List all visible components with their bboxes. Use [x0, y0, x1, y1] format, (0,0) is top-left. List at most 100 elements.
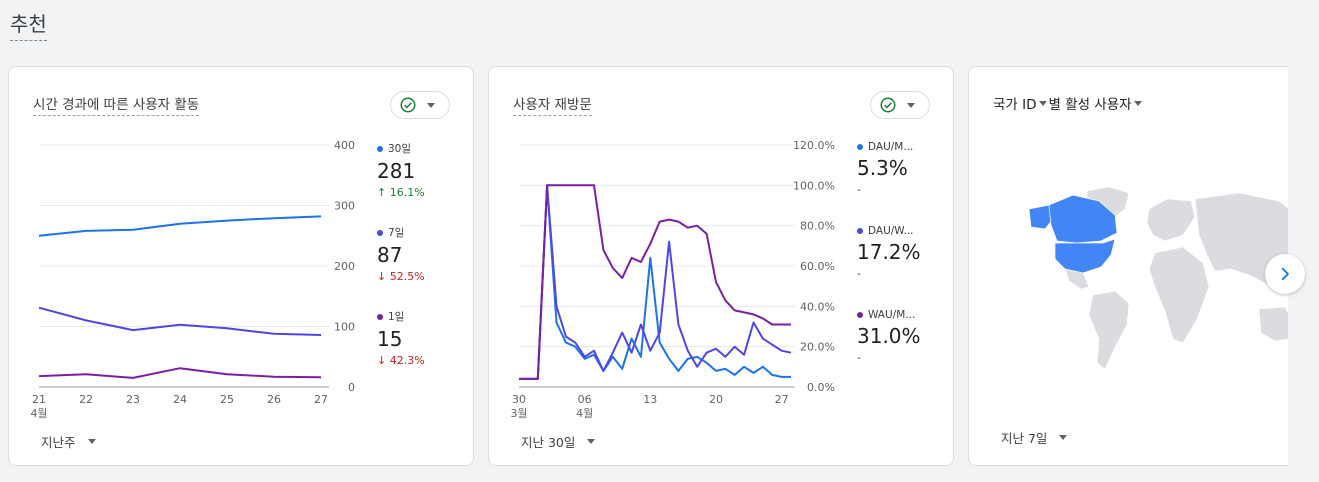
world-map[interactable] — [969, 179, 1288, 379]
y-tick-label: 0.0% — [807, 381, 835, 394]
active-users-by-country-card: 국가 ID 별 활성 사용자 지난 7일 — [968, 66, 1288, 466]
chevron-down-icon — [87, 439, 96, 444]
y-tick-label: 200 — [334, 260, 355, 273]
x-tick-sublabel: 4월 — [576, 407, 593, 420]
legend-value: 15 — [377, 327, 403, 351]
x-tick-label: 23 — [126, 393, 140, 406]
series-line — [519, 184, 791, 380]
y-tick-label: 100.0% — [793, 179, 835, 192]
legend-item-1d: 1일 15 ↓ 42.3% — [377, 309, 467, 367]
map-africa — [1148, 246, 1210, 344]
x-tick-label: 21 — [32, 393, 46, 406]
metric-dropdown[interactable]: 별 활성 사용자 — [1049, 93, 1142, 113]
legend-value: 281 — [377, 159, 416, 183]
change-value: 16.1% — [389, 186, 425, 199]
period-selector[interactable]: 지난 7일 — [1001, 428, 1068, 447]
y-tick-label: 300 — [334, 200, 355, 213]
period-label: 지난주 — [41, 435, 76, 450]
retention-line-chart: 0.0% 20.0% 40.0% 60.0% 80.0% 100.0% 120.0% 303월… — [510, 139, 835, 420]
check-circle-icon — [400, 97, 416, 113]
metric-label: 별 활성 사용자 — [1048, 97, 1132, 113]
x-tick-label: 27 — [775, 393, 789, 406]
map-mexico — [1064, 268, 1090, 290]
arrow-up-icon: ↑ — [377, 186, 387, 199]
legend-value: 87 — [377, 243, 403, 267]
legend-sub: - — [857, 183, 861, 196]
legend-sub: - — [857, 267, 861, 280]
change-indicator: ↓ 52.5% — [377, 270, 467, 283]
x-tick-label: 22 — [79, 393, 93, 406]
x-tick-label: 20 — [709, 393, 723, 406]
chevron-down-icon — [1038, 100, 1047, 106]
x-tick-label: 13 — [643, 393, 657, 406]
status-button[interactable] — [870, 91, 930, 119]
dimension-dropdown[interactable]: 국가 ID — [993, 93, 1047, 113]
map-australia — [1258, 306, 1288, 342]
x-tick-label: 30 — [512, 393, 526, 406]
chevron-down-icon — [1059, 435, 1068, 440]
legend-item-dau-mau: DAU/M... 5.3% - — [857, 141, 947, 196]
user-retention-card: 사용자 재방문 0.0% 20.0% 40.0% 60.0% 80.0% 100.0% 12… — [488, 66, 954, 466]
y-tick-label: 0 — [348, 381, 355, 394]
legend-dot — [377, 145, 383, 152]
series-line — [519, 184, 792, 380]
y-tick-label: 20.0% — [800, 341, 835, 354]
legend-value: 5.3% — [857, 156, 908, 180]
legend-dot — [377, 313, 383, 320]
map-south-america — [1088, 290, 1130, 370]
chevron-down-icon — [1133, 100, 1142, 106]
card-title[interactable]: 사용자 재방문 — [513, 93, 592, 116]
y-tick-label: 120.0% — [793, 139, 835, 152]
y-tick-label: 400 — [334, 139, 355, 152]
legend-item-7d: 7일 87 ↓ 52.5% — [377, 225, 467, 283]
legend-dot — [377, 229, 383, 236]
change-value: 42.3% — [389, 354, 425, 367]
chevron-down-icon — [907, 102, 915, 108]
chevron-down-icon — [587, 439, 596, 444]
legend-dot — [857, 144, 863, 150]
dimension-label: 국가 ID — [993, 97, 1037, 113]
x-tick-label: 25 — [220, 393, 234, 406]
series-line — [38, 306, 322, 336]
map-europe — [1146, 198, 1196, 242]
legend-label: DAU/W... — [868, 225, 914, 237]
legend-item-30d: 30일 281 ↑ 16.1% — [377, 141, 467, 199]
period-label: 지난 7일 — [1001, 431, 1048, 446]
chevron-down-icon — [427, 102, 435, 108]
arrow-down-icon: ↓ — [377, 354, 387, 367]
y-tick-label: 40.0% — [800, 300, 835, 313]
x-tick-label: 24 — [173, 393, 187, 406]
map-usa — [1054, 238, 1116, 274]
series-line — [38, 215, 322, 237]
legend-sub: - — [857, 351, 861, 364]
series-line — [38, 367, 322, 379]
period-selector[interactable]: 지난주 — [41, 432, 96, 451]
change-value: 52.5% — [389, 270, 425, 283]
legend-label: 7일 — [388, 227, 405, 239]
section-title: 추천 — [10, 8, 47, 41]
legend-label: 30일 — [388, 143, 412, 155]
change-indicator: ↑ 16.1% — [377, 186, 467, 199]
status-button[interactable] — [390, 91, 450, 119]
arrow-down-icon: ↓ — [377, 270, 387, 283]
change-indicator: ↓ 42.3% — [377, 354, 467, 367]
legend-item-wau-mau: WAU/M... 31.0% - — [857, 309, 947, 364]
card-title: 국가 ID 별 활성 사용자 — [993, 93, 1142, 113]
map-canada — [1048, 194, 1118, 244]
y-tick-label: 80.0% — [800, 220, 835, 233]
x-tick-sublabel: 3월 — [510, 407, 527, 420]
series-line — [519, 184, 791, 380]
period-selector[interactable]: 지난 30일 — [521, 432, 596, 451]
y-tick-label: 100 — [334, 321, 355, 334]
legend-label: WAU/M... — [868, 309, 916, 321]
check-circle-icon — [880, 97, 896, 113]
card-title[interactable]: 시간 경과에 따른 사용자 활동 — [33, 93, 200, 116]
y-tick-label: 60.0% — [800, 260, 835, 273]
map-alaska — [1028, 204, 1054, 230]
x-tick-label: 26 — [267, 393, 281, 406]
legend-value: 17.2% — [857, 240, 921, 264]
period-label: 지난 30일 — [521, 435, 576, 450]
next-card-button[interactable] — [1265, 254, 1305, 294]
x-tick-label: 06 — [578, 393, 592, 406]
